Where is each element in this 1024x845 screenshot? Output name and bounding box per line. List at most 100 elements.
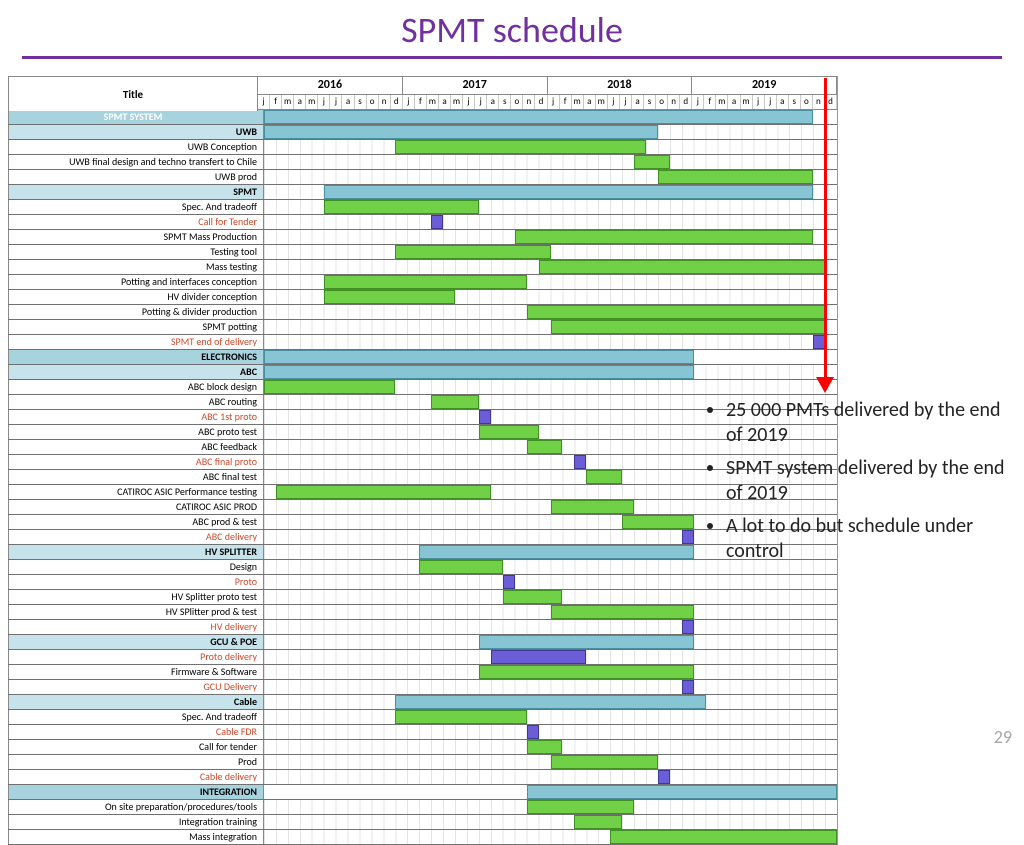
- gantt-bar: [539, 260, 826, 274]
- gantt-bar: [491, 650, 587, 664]
- gantt-bar: [324, 275, 527, 289]
- gantt-bar: [395, 695, 705, 709]
- month-header: s: [355, 95, 367, 109]
- gantt-row-label: Cable delivery: [8, 770, 264, 784]
- gantt-row-timeline: [264, 575, 837, 589]
- month-header: j: [475, 95, 487, 109]
- gantt-row-label: Prod: [8, 755, 264, 769]
- gantt-row: ELECTRONICS: [8, 350, 837, 365]
- gantt-row-timeline: [264, 815, 837, 829]
- month-header: n: [668, 95, 680, 109]
- gantt-bar: [527, 800, 634, 814]
- gantt-row-label: UWB prod: [8, 170, 264, 184]
- gantt-row: ABC block design: [8, 380, 837, 395]
- gantt-row-timeline: [264, 290, 837, 304]
- gantt-row: ABC: [8, 365, 837, 380]
- gantt-bar: [527, 305, 825, 319]
- month-header: j: [403, 95, 415, 109]
- gantt-bar: [682, 620, 694, 634]
- gantt-bar: [431, 215, 443, 229]
- note-bullet: A lot to do but schedule under control: [726, 514, 1020, 564]
- gantt-bar: [682, 680, 694, 694]
- gantt-row-timeline: [264, 710, 837, 724]
- gantt-row-label: Mass testing: [8, 260, 264, 274]
- gantt-row: Firmware & Software: [8, 665, 837, 680]
- notes-panel: 25 000 PMTs delivered by the end of 2019…: [700, 398, 1020, 572]
- gantt-bar: [574, 455, 586, 469]
- gantt-row-label: ABC prod & test: [8, 515, 264, 529]
- gantt-bar: [395, 140, 646, 154]
- month-header: a: [294, 95, 306, 109]
- gantt-row-label: SPMT end of delivery: [8, 335, 264, 349]
- year-header: 2017: [403, 76, 548, 94]
- gantt-bar: [324, 290, 455, 304]
- month-header: o: [511, 95, 523, 109]
- gantt-row-label: ABC proto test: [8, 425, 264, 439]
- gantt-row-timeline: [264, 650, 837, 664]
- month-header: j: [692, 95, 704, 109]
- gantt-row: Spec. And tradeoff: [8, 710, 837, 725]
- gantt-row-label: Testing tool: [8, 245, 264, 259]
- gantt-row-timeline: [264, 785, 837, 799]
- gantt-row-timeline: [264, 125, 837, 139]
- gantt-row-label: ABC routing: [8, 395, 264, 409]
- gantt-row-label: ABC block design: [8, 380, 264, 394]
- gantt-bar: [503, 575, 515, 589]
- gantt-row-label: Mass integration: [8, 830, 264, 844]
- month-header: j: [318, 95, 330, 109]
- gantt-row-label: HV SPlitter prod & test: [8, 605, 264, 619]
- gantt-header-years: Title2016201720182019: [8, 76, 837, 94]
- month-header: s: [499, 95, 511, 109]
- gantt-row-timeline: [264, 725, 837, 739]
- gantt-bar: [395, 245, 550, 259]
- gantt-row-label: Proto delivery: [8, 650, 264, 664]
- gantt-bar: [527, 785, 837, 799]
- gantt-row: Potting & divider production: [8, 305, 837, 320]
- gantt-bar: [419, 545, 694, 559]
- gantt-row-label: Potting and interfaces conception: [8, 275, 264, 289]
- month-header: m: [596, 95, 608, 109]
- year-header: 2018: [548, 76, 693, 94]
- gantt-row-timeline: [264, 590, 837, 604]
- deadline-arrow: [824, 78, 827, 388]
- gantt-row-label: SPMT SYSTEM: [8, 110, 264, 124]
- gantt-bar: [479, 425, 539, 439]
- gantt-row-timeline: [264, 155, 837, 169]
- gantt-row-label: Spec. And tradeoff: [8, 710, 264, 724]
- gantt-row-label: ABC final proto: [8, 455, 264, 469]
- gantt-row-label: Cable FDR: [8, 725, 264, 739]
- gantt-row: SPMT: [8, 185, 837, 200]
- gantt-row: UWB final design and techno transfert to…: [8, 155, 837, 170]
- gantt-bar: [586, 470, 622, 484]
- gantt-row-timeline: [264, 680, 837, 694]
- gantt-row-label: Spec. And tradeoff: [8, 200, 264, 214]
- gantt-row: Testing tool: [8, 245, 837, 260]
- gantt-bar: [551, 755, 658, 769]
- gantt-row: HV Splitter proto test: [8, 590, 837, 605]
- gantt-row-label: Proto: [8, 575, 264, 589]
- gantt-row: Cable delivery: [8, 770, 837, 785]
- gantt-bar: [324, 200, 479, 214]
- gantt-bar: [658, 770, 670, 784]
- gantt-row-timeline: [264, 605, 837, 619]
- gantt-row-label: ABC: [8, 365, 264, 379]
- gantt-row-timeline: [264, 695, 837, 709]
- month-header: o: [656, 95, 668, 109]
- gantt-bar: [479, 635, 694, 649]
- month-header: a: [777, 95, 789, 109]
- gantt-row: SPMT end of delivery: [8, 335, 837, 350]
- gantt-row: Call for Tender: [8, 215, 837, 230]
- title-underline: [22, 56, 1002, 59]
- gantt-bar: [574, 815, 622, 829]
- gantt-row-label: ABC delivery: [8, 530, 264, 544]
- gantt-row-label: Call for tender: [8, 740, 264, 754]
- month-header: j: [330, 95, 342, 109]
- gantt-bar: [622, 515, 694, 529]
- month-header: a: [342, 95, 354, 109]
- gantt-row-timeline: [264, 305, 837, 319]
- gantt-row-label: HV divider conception: [8, 290, 264, 304]
- gantt-row-timeline: [264, 185, 837, 199]
- gantt-row-label: CATIROC ASIC Performance testing: [8, 485, 264, 499]
- gantt-row-timeline: [264, 230, 837, 244]
- gantt-row-label: ABC feedback: [8, 440, 264, 454]
